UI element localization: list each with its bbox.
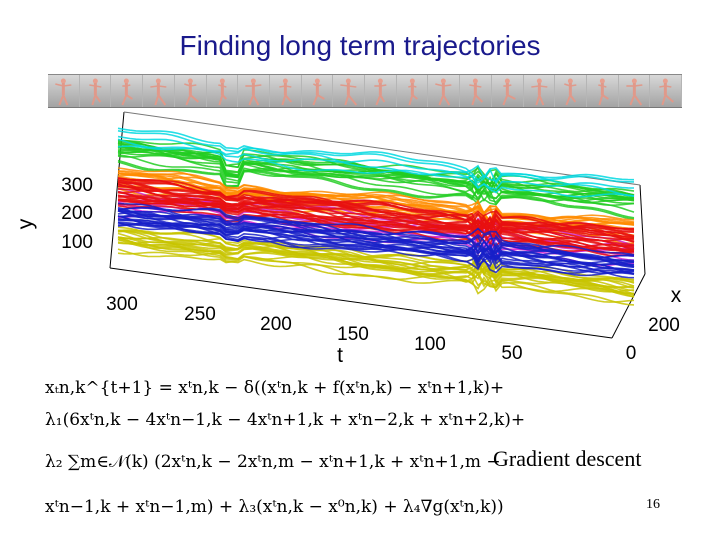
pose-frame: [428, 75, 461, 107]
trajectory-line: [117, 236, 635, 295]
t-tick-label: 150: [337, 324, 369, 345]
y-tick-label: 300: [61, 175, 93, 196]
trajectory-line: [117, 208, 635, 264]
pose-filmstrip: [48, 74, 683, 108]
y-tick-label: 100: [61, 232, 93, 253]
pose-frame: [301, 75, 334, 107]
trajectory-line: [117, 151, 634, 206]
pose-frame: [460, 75, 492, 107]
equation-line-1: xₜn,k^{t+1} = xᵗn,k − δ((xᵗn,k + f(xᵗn,k…: [45, 378, 505, 398]
y-tick-label: 200: [61, 203, 93, 224]
pose-frame: [206, 75, 239, 107]
pose-frame: [269, 75, 302, 107]
dancer-figure: [183, 78, 199, 106]
equation-line-3: λ₂ ∑m∈𝒩(k) (2xᵗn,k − 2xᵗn,m − xᵗn+1,k + …: [45, 452, 501, 472]
dancer-figure: [245, 78, 262, 106]
trajectory-line: [117, 149, 635, 202]
x-tick-label: 200: [648, 315, 680, 336]
dancer-figure: [340, 78, 358, 106]
dancer-figure: [530, 78, 547, 106]
trajectory-line: [117, 202, 635, 256]
pose-frame: [523, 75, 556, 107]
dancer-figure: [55, 78, 72, 106]
pose-frame: [555, 75, 587, 107]
dancer-figure: [502, 78, 516, 106]
axis-ticks: 300 250 200 150 100 50 0 300 200 100 200: [61, 175, 680, 364]
dancer-figure: [279, 78, 293, 106]
pose-frame: [586, 75, 619, 107]
trajectory-line: [117, 215, 635, 275]
trajectory-bundle: [117, 127, 635, 306]
trajectory-line: [117, 218, 635, 271]
trajectory-line: [117, 135, 635, 190]
pose-frame: [650, 75, 683, 107]
pose-frame: [238, 75, 270, 107]
dancer-figure: [88, 78, 102, 106]
trajectory-line: [117, 251, 635, 303]
pose-frame: [111, 75, 144, 107]
x-axis-label: x: [671, 284, 682, 307]
equation-line-4: xᵗn−1,k + xᵗn−1,m) + λ₃(xᵗn,k − x⁰n,k) +…: [45, 497, 504, 517]
dancer-figure: [312, 78, 325, 106]
dancer-figure: [564, 78, 577, 106]
t-tick-label: 50: [501, 343, 522, 364]
pose-frame: [618, 75, 651, 107]
pose-frame: [396, 75, 429, 107]
dancer-figure: [626, 78, 643, 106]
t-axis-label: t: [337, 344, 343, 367]
dancer-figure: [598, 78, 609, 106]
trajectory-line: [117, 190, 635, 251]
caption-gradient-descent: Gradient descent: [493, 446, 642, 471]
pose-frame: [48, 75, 80, 107]
pose-frame: [491, 75, 524, 107]
t-tick-label: 300: [106, 294, 138, 315]
dancer-figure: [469, 78, 484, 106]
trajectory-line: [117, 221, 635, 279]
trajectory-line: [117, 176, 635, 237]
dancer-figure: [435, 78, 452, 106]
t-tick-label: 100: [414, 334, 446, 355]
trajectory-line: [117, 138, 635, 197]
dancer-figure: [659, 78, 675, 106]
pose-frame: [365, 75, 397, 107]
trajectory-line: [117, 179, 635, 234]
trajectory-line: [117, 127, 635, 182]
dancer-figure: [121, 78, 134, 106]
y-axis-label: y: [14, 218, 37, 229]
dancer-figure: [407, 78, 418, 106]
pose-frame: [143, 75, 175, 107]
trajectory-line: [117, 181, 635, 239]
t-tick-label: 0: [626, 343, 637, 364]
equation-line-2: λ₁(6xᵗn,k − 4xᵗn−1,k − 4xᵗn+1,k + xᵗn−2,…: [45, 410, 526, 430]
slide-title: Finding long term trajectories: [179, 30, 541, 61]
t-tick-label: 200: [260, 314, 292, 335]
pose-frame: [333, 75, 366, 107]
pose-frame: [79, 75, 112, 107]
trajectory-line: [117, 177, 635, 230]
pose-frame: [174, 75, 207, 107]
trajectory-line: [117, 229, 635, 283]
dancer-figure: [150, 78, 167, 106]
dancer-figure: [374, 78, 387, 106]
dancer-figure: [217, 78, 227, 106]
trajectory-line: [117, 154, 635, 213]
t-tick-label: 250: [184, 304, 216, 325]
page-number: 16: [646, 497, 660, 512]
trajectory-line: [117, 209, 634, 266]
trajectory-line: [117, 185, 635, 243]
trajectory-line: [117, 161, 635, 220]
